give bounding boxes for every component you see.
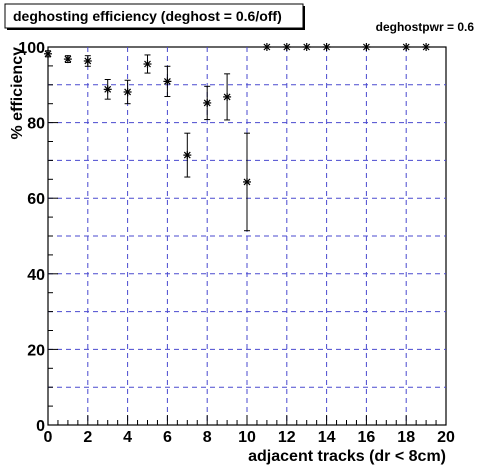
x-tick-label: 12 <box>278 429 296 446</box>
x-tick-label: 20 <box>437 429 455 446</box>
asterisk-marker <box>223 92 232 101</box>
data-point <box>103 79 112 100</box>
data-point <box>83 55 92 67</box>
asterisk-marker <box>203 98 212 107</box>
x-tick-label: 8 <box>203 429 212 446</box>
y-tick-label: 80 <box>27 116 45 133</box>
asterisk-marker <box>83 56 92 65</box>
x-tick-label: 4 <box>123 429 132 446</box>
data-point <box>203 85 212 121</box>
x-tick-labels: 0 2 4 6 8 10 12 14 16 18 20 <box>44 429 455 446</box>
asterisk-marker <box>183 151 192 160</box>
asterisk-marker <box>163 77 172 86</box>
chart-annotation: deghostpwr = 0.6 <box>376 20 475 34</box>
data-point <box>422 43 431 51</box>
y-tick-label: 40 <box>27 267 45 284</box>
data-point <box>302 43 311 51</box>
x-tick-label: 2 <box>83 429 92 446</box>
asterisk-marker <box>63 55 72 64</box>
y-tick-label: 0 <box>36 418 45 435</box>
axis-ticks <box>47 46 447 426</box>
x-tick-label: 6 <box>163 429 172 446</box>
data-point <box>223 73 232 121</box>
asterisk-marker <box>143 60 152 69</box>
y-tick-label: 60 <box>27 191 45 208</box>
data-point <box>243 132 251 232</box>
x-tick-label: 0 <box>44 429 53 446</box>
asterisk-marker <box>103 85 112 94</box>
grid <box>48 47 446 425</box>
data-point <box>44 49 52 58</box>
y-axis-label: % efficiency <box>9 47 26 140</box>
data-point <box>63 55 72 64</box>
y-tick-label: 20 <box>27 342 45 359</box>
data-point <box>322 43 331 51</box>
data-point <box>123 79 132 105</box>
asterisk-marker <box>262 43 271 51</box>
y-tick-label: 100 <box>18 40 45 57</box>
asterisk-marker <box>362 43 371 51</box>
asterisk-marker <box>243 177 251 186</box>
chart-title: deghosting efficiency (deghost = 0.6/off… <box>13 8 282 24</box>
data-point <box>262 43 271 51</box>
data-point <box>362 43 371 51</box>
title-box: deghosting efficiency (deghost = 0.6/off… <box>4 3 305 30</box>
asterisk-marker <box>44 49 52 58</box>
asterisk-marker <box>282 43 291 51</box>
data-point <box>163 65 172 98</box>
data-points <box>44 43 431 232</box>
data-point <box>402 43 411 51</box>
y-tick-labels: 0 20 40 60 80 100 <box>18 40 45 435</box>
asterisk-marker <box>322 43 331 51</box>
x-tick-label: 14 <box>318 429 336 446</box>
x-tick-label: 10 <box>238 429 256 446</box>
x-tick-label: 18 <box>397 429 415 446</box>
asterisk-marker <box>422 43 431 51</box>
x-tick-label: 16 <box>358 429 376 446</box>
asterisk-marker <box>302 43 311 51</box>
x-axis-label: adjacent tracks (dr < 8cm) <box>248 448 446 465</box>
asterisk-marker <box>123 87 132 96</box>
data-point <box>143 54 152 74</box>
data-point <box>183 132 192 178</box>
asterisk-marker <box>402 43 411 51</box>
data-point <box>282 43 291 51</box>
